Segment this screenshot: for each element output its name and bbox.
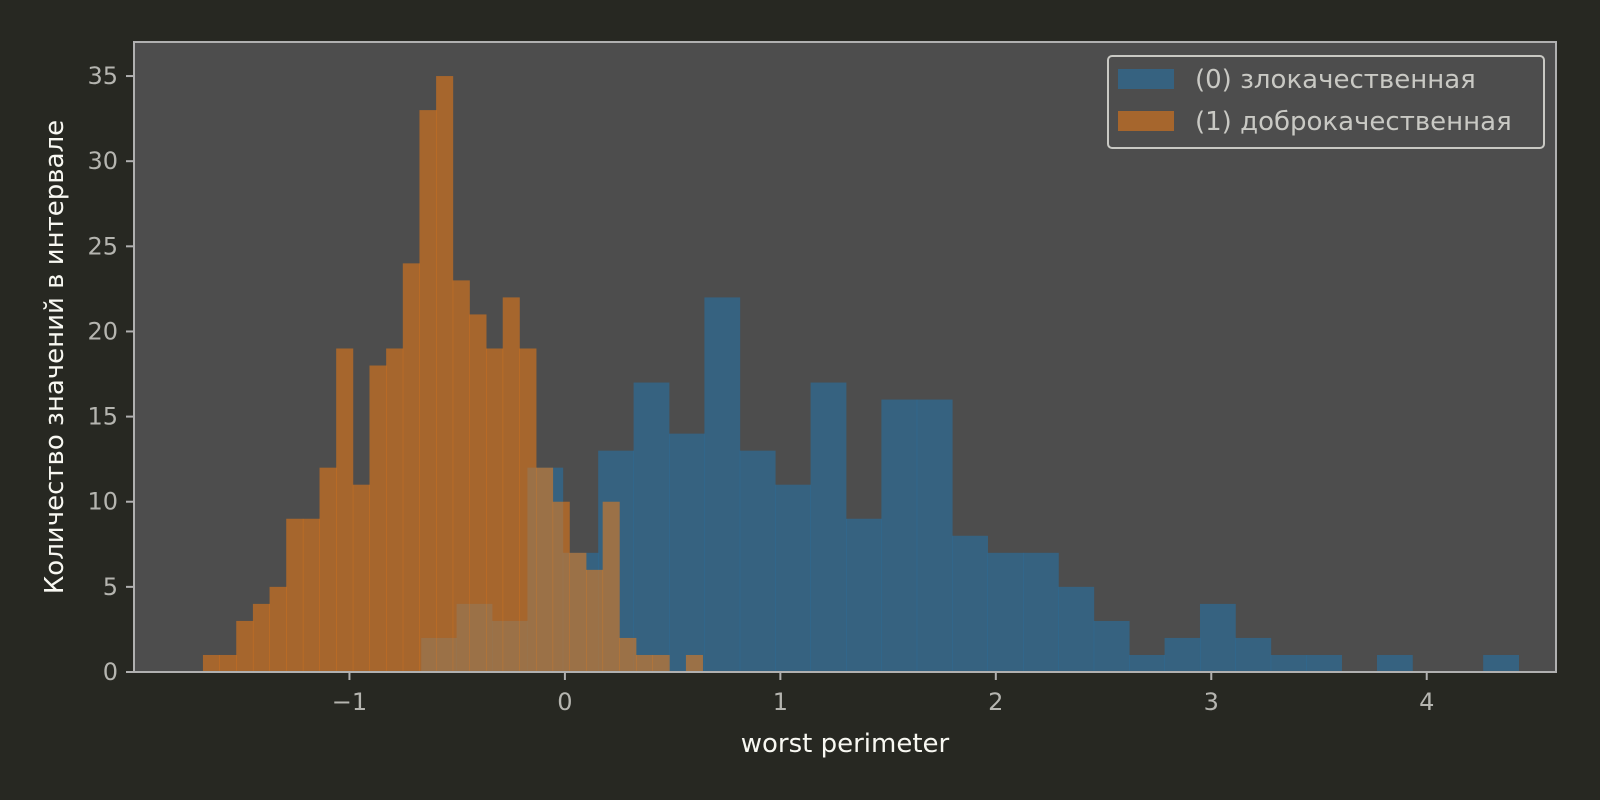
y-tick-label: 35 [87, 62, 118, 90]
bar-series-1-bin-1 [219, 654, 237, 672]
bar-series-1-bin-13 [419, 110, 437, 673]
bar-series-1-bin-0 [202, 654, 221, 672]
x-tick-label: 2 [988, 688, 1003, 716]
bar-series-0-bin-19 [1093, 620, 1130, 672]
bar-series-1-bin-27 [652, 654, 670, 672]
bar-series-1-bin-12 [402, 263, 420, 672]
bar-series-0-bin-27 [1376, 654, 1413, 672]
bar-series-0-bin-30 [1483, 654, 1519, 672]
x-axis-ticks: −1 0 1 2 3 4 [332, 672, 1434, 716]
bar-series-1-bin-25 [619, 637, 637, 672]
bar-series-1-bin-22 [569, 552, 587, 672]
legend-label-benign: (1) доброкачественная [1195, 107, 1512, 137]
bar-series-0-bin-20 [1129, 654, 1165, 672]
bar-series-1-bin-4 [269, 586, 287, 672]
bar-series-0-bin-7 [668, 433, 705, 672]
plot-frame [133, 41, 1557, 673]
bar-series-1-bin-29 [685, 654, 703, 672]
bar-series-1-bin-24 [602, 501, 620, 672]
legend-swatch-malignant [1118, 69, 1174, 89]
bar-series-1-bin-6 [302, 518, 320, 672]
bar-series-0-bin-16 [987, 552, 1024, 672]
bar-series-1-bin-7 [319, 467, 337, 672]
x-tick-label: −1 [332, 688, 367, 716]
bar-series-1-bin-18 [502, 297, 520, 672]
x-axis-label: worst perimeter [741, 729, 950, 759]
bar-series-0-bin-11 [810, 382, 847, 672]
bar-series-1-bin-16 [469, 314, 487, 672]
bar-series-0-bin-17 [1022, 552, 1059, 672]
bar-series-1-bin-3 [252, 603, 270, 672]
y-tick-label: 20 [87, 317, 118, 345]
bar-series-0-bin-23 [1235, 637, 1272, 672]
y-tick-label: 15 [87, 403, 118, 431]
y-tick-label: 25 [87, 232, 118, 260]
bar-series-1-bin-20 [536, 467, 554, 672]
x-tick-label: 4 [1419, 688, 1434, 716]
y-tick-label: 5 [103, 573, 118, 601]
y-tick-label: 30 [87, 147, 118, 175]
bar-series-0-bin-15 [952, 535, 988, 672]
x-tick-label: 1 [773, 688, 788, 716]
bar-series-0-bin-10 [775, 484, 811, 672]
bar-series-0-bin-14 [916, 399, 953, 672]
bar-series-1-bin-21 [552, 501, 570, 672]
y-tick-label: 10 [87, 488, 118, 516]
bar-series-1-bin-8 [336, 348, 354, 672]
x-tick-label: 3 [1204, 688, 1219, 716]
bar-series-0-bin-21 [1164, 637, 1201, 672]
bar-series-1-bin-19 [519, 348, 537, 672]
bar-series-0-bin-25 [1306, 654, 1342, 672]
bar-series-0-bin-22 [1199, 603, 1236, 672]
histogram-bars [202, 76, 1519, 673]
bar-series-1-bin-9 [352, 484, 370, 672]
bar-series-0-bin-8 [704, 297, 741, 672]
bar-series-1-bin-5 [286, 518, 304, 672]
bar-series-1-bin-10 [369, 365, 387, 672]
bar-series-0-bin-24 [1270, 654, 1307, 672]
legend-swatch-benign [1118, 111, 1174, 131]
bar-series-1-bin-14 [436, 76, 454, 672]
x-tick-label: 0 [557, 688, 572, 716]
bar-series-0-bin-12 [845, 518, 882, 672]
bar-series-1-bin-23 [586, 569, 604, 672]
y-tick-label: 0 [103, 658, 118, 686]
bar-series-1-bin-11 [386, 348, 404, 672]
y-axis-ticks: 0 5 10 15 20 25 30 35 [87, 62, 134, 686]
bar-series-0-bin-18 [1058, 586, 1095, 672]
bar-series-1-bin-2 [236, 620, 254, 672]
bar-series-0-bin-6 [633, 382, 670, 672]
y-axis-label: Количество значений в интервале [40, 120, 70, 594]
legend: (0) злокачественная (1) доброкачественна… [1107, 55, 1545, 149]
legend-label-malignant: (0) злокачественная [1195, 65, 1476, 95]
bar-series-0-bin-9 [739, 450, 776, 672]
bar-series-1-bin-15 [452, 280, 470, 672]
bar-series-1-bin-26 [635, 654, 654, 672]
bar-series-1-bin-17 [486, 348, 504, 672]
legend-box [1107, 55, 1545, 149]
bar-series-0-bin-13 [881, 399, 918, 672]
